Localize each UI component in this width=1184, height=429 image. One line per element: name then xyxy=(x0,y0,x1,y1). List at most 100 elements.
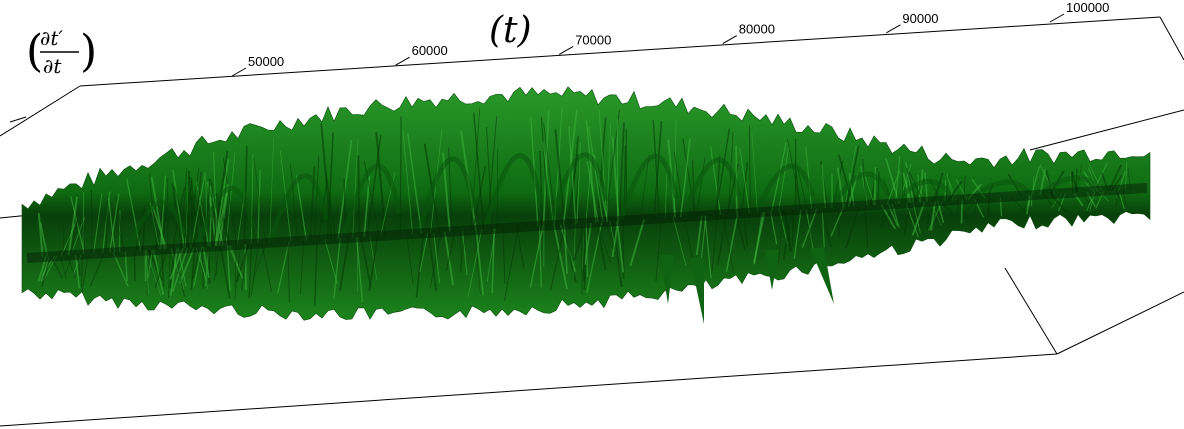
surface-streak xyxy=(222,157,238,245)
box-left-top-edge xyxy=(0,85,81,137)
surface-streak xyxy=(912,202,921,234)
surface-streak xyxy=(783,210,792,253)
surface-band xyxy=(268,173,329,242)
surface-streak xyxy=(794,162,801,210)
surface-band xyxy=(548,152,609,225)
surface-streak xyxy=(82,192,84,255)
surface-streak xyxy=(202,246,210,279)
surface-streak xyxy=(611,220,619,258)
surface-streak xyxy=(679,138,691,218)
surface-streak xyxy=(89,252,105,287)
surface-streak xyxy=(588,126,604,223)
x-tick-mark xyxy=(886,24,901,34)
surface-streak xyxy=(287,241,290,303)
surface-streak xyxy=(81,219,86,255)
surface-streak xyxy=(695,157,706,217)
surface-streak xyxy=(172,247,189,292)
surface-streak xyxy=(112,252,129,287)
surface-streak xyxy=(152,249,165,295)
surface-streak xyxy=(710,146,722,215)
surface-streak xyxy=(325,170,336,239)
surface-streak xyxy=(472,165,487,231)
surface-streak xyxy=(779,210,788,244)
surface-streak xyxy=(190,247,196,290)
surface-streak xyxy=(93,193,103,254)
surface-streak xyxy=(195,180,210,247)
surface-spike xyxy=(810,248,834,304)
surface-streak xyxy=(179,246,196,284)
box-right-front-edge xyxy=(1029,109,1184,151)
y-axis-title-numerator: ∂t′ xyxy=(40,26,63,50)
surface-core xyxy=(26,182,1148,263)
surface-streak xyxy=(369,236,378,280)
surface-streak xyxy=(862,159,867,206)
surface-streak xyxy=(250,154,254,244)
surface-streak xyxy=(108,198,116,253)
surface-streak xyxy=(339,237,350,291)
surface-streak xyxy=(470,108,481,231)
surface-band xyxy=(341,163,402,237)
surface-streak xyxy=(735,213,746,251)
surface-streak xyxy=(209,196,213,247)
surface-streak xyxy=(241,243,248,292)
surface-streak xyxy=(90,189,93,254)
surface-streak xyxy=(104,200,109,253)
surface-streak xyxy=(793,209,802,259)
surface-streak xyxy=(189,188,194,248)
surface-streak xyxy=(919,169,924,203)
surface-streak xyxy=(682,138,696,217)
surface-streak xyxy=(366,134,382,237)
surface-streak xyxy=(863,205,869,248)
surface-streak xyxy=(187,168,200,248)
surface-band xyxy=(682,157,742,216)
surface-streak xyxy=(151,205,168,250)
surface-streak xyxy=(161,249,165,287)
surface-streak xyxy=(146,250,162,297)
surface-outline xyxy=(21,86,1151,321)
surface-streak xyxy=(467,229,483,297)
surface-streak xyxy=(605,221,621,269)
surface-streak xyxy=(37,213,44,257)
surface-streak xyxy=(407,133,423,234)
surface-streak xyxy=(714,128,731,216)
surface-streak xyxy=(704,215,712,279)
box-right-lower-edge xyxy=(1004,267,1058,355)
surface-streak xyxy=(653,120,663,219)
surface-streak xyxy=(445,231,456,271)
surface-streak xyxy=(549,224,566,291)
x-tick-label: 70000 xyxy=(575,32,611,47)
box-bottom-front-edge xyxy=(0,353,1058,427)
x-tick-label: 100000 xyxy=(1066,0,1109,15)
surface-streak xyxy=(70,196,86,255)
surface-streak xyxy=(629,219,645,267)
surface-streak xyxy=(375,132,387,236)
box-small-left-tick xyxy=(9,116,27,123)
surface-streak xyxy=(911,201,926,236)
surface-streak xyxy=(491,228,496,294)
box-top-right-edge xyxy=(1159,16,1184,61)
x-tick-label: 90000 xyxy=(902,11,938,26)
surface-streak xyxy=(596,117,607,223)
surface-streak xyxy=(821,208,832,248)
plot-box xyxy=(0,16,1184,427)
surface-streak xyxy=(402,129,413,234)
surface-streak xyxy=(355,237,364,303)
surface-streak xyxy=(243,146,248,245)
surface-streak xyxy=(740,162,749,214)
surface-streak xyxy=(313,155,320,240)
surface-streak xyxy=(778,147,789,212)
surface-streak xyxy=(300,240,304,295)
surface-streak xyxy=(69,216,79,256)
surface-streak xyxy=(172,169,185,249)
surface-streak xyxy=(368,235,379,291)
surface-streak xyxy=(845,145,860,208)
surface-streak xyxy=(277,241,290,294)
surface-streak xyxy=(598,109,608,222)
surface-streak xyxy=(234,244,237,289)
surface-streak xyxy=(616,221,625,273)
surface-streak xyxy=(573,223,576,276)
surface-streak xyxy=(234,244,241,301)
surface-streak xyxy=(257,169,261,244)
surface-band xyxy=(1040,175,1100,195)
